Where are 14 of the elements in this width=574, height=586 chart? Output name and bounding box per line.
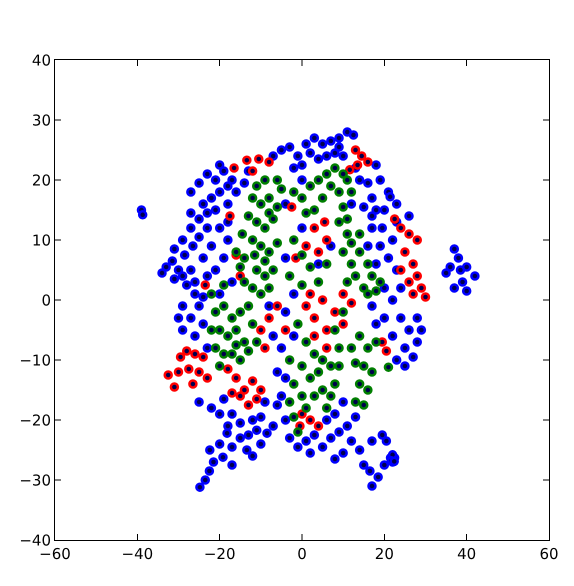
x-tick-label: −40 [122, 545, 154, 563]
x-tick-label: 60 [539, 545, 559, 563]
y-tick-label: 30 [32, 111, 51, 130]
y-tick-label: −10 [19, 351, 51, 370]
y-tick-label: 10 [32, 231, 51, 250]
x-tick-label: 0 [297, 545, 307, 563]
y-tick-label: −20 [19, 411, 51, 430]
y-tick-label: 20 [32, 171, 51, 190]
x-tick-label: 40 [457, 545, 476, 563]
y-tick-label: 40 [32, 51, 51, 70]
y-tick-label: −30 [19, 471, 51, 490]
x-tick-label: −20 [204, 545, 236, 563]
y-tick-label: 0 [41, 291, 51, 310]
x-tick-label: 20 [374, 545, 394, 563]
